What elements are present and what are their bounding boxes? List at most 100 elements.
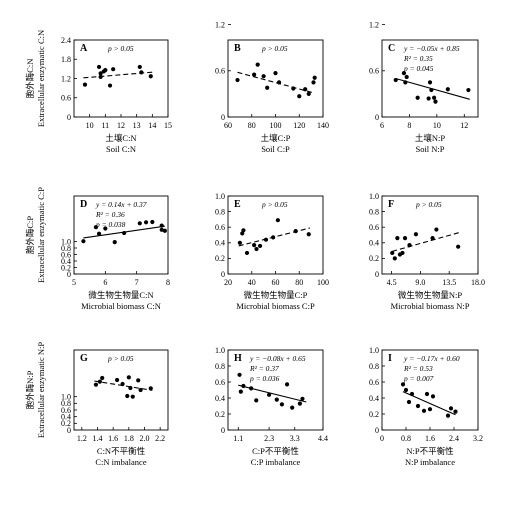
y-axis-label-en: Extracellular enzymatic C:N bbox=[36, 30, 46, 127]
y-axis-label-en: Extracellular enzymatic N:P bbox=[36, 342, 46, 439]
data-point bbox=[291, 86, 296, 91]
x-tick-label: 1.1 bbox=[233, 434, 243, 443]
y-tick-label: 1.0 bbox=[61, 392, 71, 401]
data-point bbox=[107, 83, 113, 88]
panel-e: 0 0.2 0.4 0.6 0.8 1.0 20 40 60 80 100 微生物生物量C:PMicr… bbox=[215, 192, 329, 311]
y-tick-label: 0.6 bbox=[61, 406, 71, 415]
x-tick-label: 40 bbox=[248, 278, 256, 287]
stat-annotation: p = 0.036 bbox=[249, 374, 280, 383]
x-tick-label: 6 bbox=[380, 121, 384, 130]
x-tick-label: 10 bbox=[433, 121, 441, 130]
y-tick-label: 1.2 bbox=[61, 74, 71, 83]
x-tick-label: 10 bbox=[86, 121, 94, 130]
panel-letter: F bbox=[388, 199, 394, 210]
y-tick-label: 0 bbox=[375, 426, 379, 435]
data-point bbox=[241, 383, 246, 389]
y-tick-label: 0.2 bbox=[61, 263, 71, 272]
data-point bbox=[401, 71, 407, 76]
panel-letter: I bbox=[388, 353, 392, 364]
y-tick-label: 0.6 bbox=[215, 67, 225, 76]
data-point bbox=[128, 385, 133, 391]
x-axis-label-en: C:N imbalance bbox=[95, 457, 146, 467]
trend-line bbox=[237, 71, 315, 94]
y-tick-label: 1.0 bbox=[61, 237, 71, 246]
data-point bbox=[429, 87, 434, 93]
data-point bbox=[312, 75, 317, 80]
data-point bbox=[98, 74, 103, 79]
data-point bbox=[275, 218, 280, 223]
data-point bbox=[81, 239, 86, 244]
y-tick-label: 0.2 bbox=[369, 410, 379, 419]
data-point bbox=[103, 68, 108, 73]
y-tick-label: 0.6 bbox=[61, 250, 71, 259]
y-tick-label: 0 bbox=[67, 113, 71, 122]
x-axis-label-cn: C:N不平衡性 bbox=[97, 446, 146, 456]
data-point bbox=[415, 95, 420, 100]
row-2-y-label: 胞外酶C:P Extracellular enzymatic C:P bbox=[25, 187, 46, 283]
plot-frame bbox=[73, 349, 169, 431]
data-point bbox=[237, 372, 242, 377]
stat-annotation: p > 0.05 bbox=[107, 354, 134, 363]
data-point bbox=[112, 240, 117, 245]
row-1-y-label: 胞外酶C:N Extracellular enzymatic C:N bbox=[25, 30, 46, 127]
y-tick-label: 2.4 bbox=[61, 36, 71, 45]
data-point bbox=[390, 250, 395, 256]
stat-annotation: R² = 0.37 bbox=[249, 364, 279, 373]
x-tick-label: 13.5 bbox=[442, 278, 456, 287]
y-tick-label: 1.8 bbox=[61, 55, 71, 64]
data-point bbox=[139, 70, 144, 75]
x-axis-label-en: Microbial biomass C:P bbox=[236, 301, 315, 311]
data-point bbox=[297, 94, 302, 99]
plot-frame bbox=[227, 349, 324, 431]
data-point bbox=[148, 386, 153, 391]
data-point bbox=[403, 80, 408, 85]
data-point bbox=[148, 74, 153, 79]
data-point bbox=[445, 413, 451, 418]
y-axis-label-cn: 胞外酶C:P bbox=[25, 216, 35, 255]
x-axis-label-cn: 微生物生物量C:N bbox=[88, 290, 153, 300]
x-tick-label: 14 bbox=[148, 121, 156, 130]
panel-letter: H bbox=[234, 353, 242, 364]
data-point bbox=[300, 396, 305, 401]
y-tick-label: 0 bbox=[67, 426, 71, 435]
data-point bbox=[120, 381, 125, 387]
y-tick-label: 0 bbox=[221, 270, 225, 279]
y-tick-label: 0.6 bbox=[369, 223, 379, 232]
data-point bbox=[306, 232, 311, 237]
x-tick-label: 18.0 bbox=[471, 278, 485, 287]
data-point bbox=[252, 243, 257, 248]
data-point bbox=[427, 407, 433, 412]
data-point bbox=[98, 71, 103, 76]
panel-letter: G bbox=[80, 353, 88, 364]
y-tick-label: 0.4 bbox=[61, 257, 71, 266]
data-point bbox=[103, 226, 108, 231]
x-tick-label: 80 bbox=[248, 121, 256, 130]
data-point bbox=[263, 237, 269, 242]
data-point bbox=[279, 402, 285, 407]
data-point bbox=[271, 235, 276, 240]
x-tick-label: 80 bbox=[295, 278, 303, 287]
x-axis-label-en: Soil N:P bbox=[415, 144, 444, 154]
y-tick-label: 0.2 bbox=[369, 254, 379, 263]
data-point bbox=[432, 95, 437, 100]
y-tick-label: 0 bbox=[67, 270, 71, 279]
y-tick-label: 0.4 bbox=[215, 239, 225, 248]
x-axis-label-en: Soil C:P bbox=[261, 144, 290, 154]
x-axis-label-cn: 微生物生物量C:P bbox=[244, 290, 308, 300]
panel-letter: E bbox=[234, 199, 241, 210]
x-axis-label-cn: C:P不平衡性 bbox=[252, 446, 299, 456]
stat-annotation: p = 0.045 bbox=[403, 64, 434, 73]
x-tick-label: 8 bbox=[166, 278, 170, 287]
data-point bbox=[290, 405, 295, 410]
data-point bbox=[150, 219, 155, 225]
stat-annotation: p = 0.007 bbox=[403, 374, 434, 383]
data-point bbox=[93, 382, 99, 387]
data-point bbox=[136, 378, 141, 383]
x-axis-label-cn: N:P不平衡性 bbox=[406, 446, 454, 456]
data-point bbox=[111, 67, 116, 72]
data-point bbox=[82, 82, 88, 87]
data-point bbox=[453, 409, 458, 414]
x-tick-label: 1.8 bbox=[124, 434, 134, 443]
